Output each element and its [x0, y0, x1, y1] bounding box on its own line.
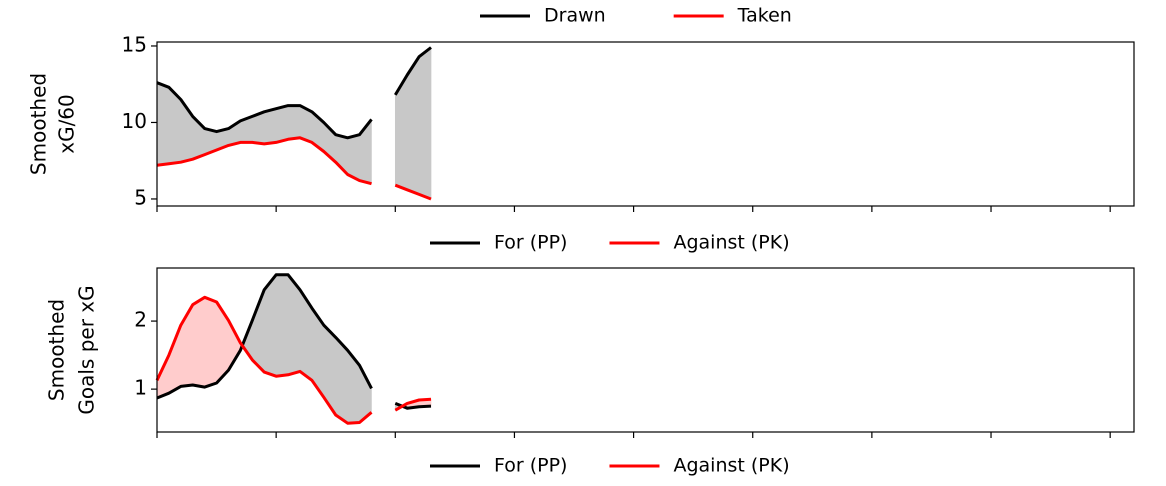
- fill-between: [263, 108, 277, 145]
- legend-label: Taken: [737, 5, 792, 27]
- legend-label: Against (PK): [673, 232, 789, 254]
- axes-frame: [156, 267, 1135, 433]
- fill-between: [418, 46, 432, 200]
- y-tick-label: 15: [122, 32, 147, 56]
- axes-frame: [156, 41, 1135, 207]
- fill-between: [204, 296, 217, 388]
- series-line: [156, 136, 432, 201]
- legend-label: For (PP): [494, 455, 567, 477]
- fill-between: [275, 274, 289, 377]
- y-axis-label: xG/60: [55, 94, 79, 154]
- legend-label: For (PP): [494, 232, 567, 254]
- fill-between: [275, 105, 289, 143]
- y-axis-label: Goals per xG: [75, 285, 99, 414]
- y-tick-label: 5: [134, 185, 147, 209]
- fill-between: [347, 134, 360, 182]
- y-axis-label: Smoothed: [27, 73, 51, 175]
- legend-label: Against (PK): [673, 455, 789, 477]
- legend-label: Drawn: [544, 5, 606, 27]
- y-tick-label: 1: [134, 376, 147, 400]
- fill-between: [406, 55, 420, 195]
- y-tick-label: 10: [122, 109, 147, 133]
- series-line: [155, 295, 432, 425]
- fill-between: [192, 296, 205, 388]
- series-line: [156, 46, 432, 140]
- fill-between: [156, 82, 170, 166]
- y-axis-label: Smoothed: [45, 299, 69, 401]
- y-tick-label: 2: [134, 308, 147, 332]
- fill-between: [287, 105, 301, 140]
- fill-between: [263, 273, 277, 377]
